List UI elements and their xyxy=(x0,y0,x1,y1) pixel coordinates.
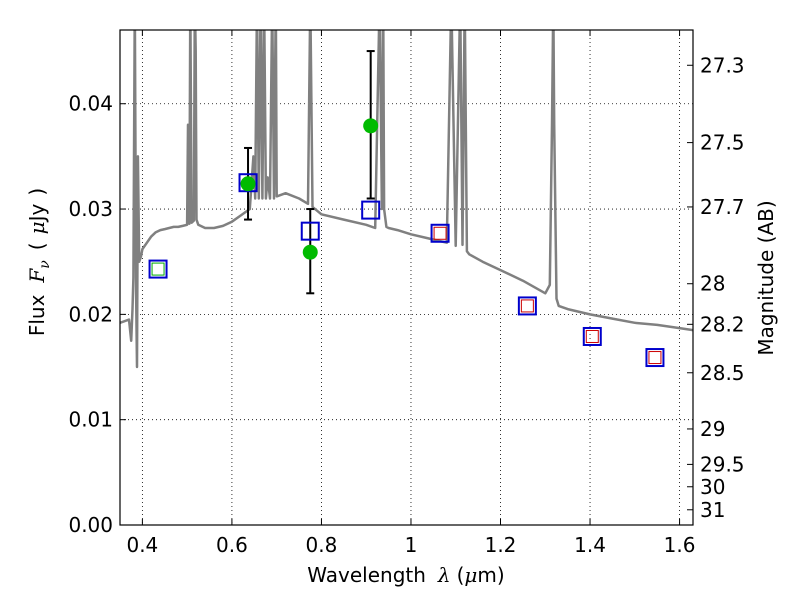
y2-tick-label: 27.5 xyxy=(700,131,745,155)
y2-tick-label: 28 xyxy=(700,272,725,296)
photometry-square-marker xyxy=(430,223,450,243)
y2-tick-label: 30 xyxy=(700,475,725,499)
x-tick-label: 1.4 xyxy=(574,533,606,557)
y-axis-label-sub: ν xyxy=(37,260,53,269)
x-axis-label: Wavelength λ (μm) xyxy=(307,563,504,587)
y-axis-label: Flux Fν ( μJy) xyxy=(25,188,53,336)
photometry-square-marker xyxy=(582,326,602,346)
y-axis-label-symbol: F xyxy=(25,268,49,284)
x-axis-label-word: Wavelength xyxy=(307,563,426,587)
photometry-square-marker xyxy=(148,259,168,279)
x-tick-label: 0.4 xyxy=(126,533,158,557)
photometry-square-marker xyxy=(645,348,665,368)
y-axis-label-open: ( xyxy=(25,242,49,250)
spectrum-line xyxy=(120,30,693,369)
y2-tick-label: 27.7 xyxy=(700,195,745,219)
measured-flux-point xyxy=(240,176,256,192)
x-axis-label-open: ( xyxy=(457,563,465,587)
x-tick-label: 0.6 xyxy=(216,533,248,557)
y2-tick-label: 29.5 xyxy=(700,452,745,476)
model-square-marker xyxy=(520,299,534,313)
y-tick-label: 0.04 xyxy=(68,92,113,116)
x-tick-label: 0.8 xyxy=(306,533,338,557)
y-axis-label-close: ) xyxy=(25,188,49,196)
x-tick-label: 1.6 xyxy=(664,533,696,557)
x-axis-label-symbol: λ xyxy=(437,563,451,587)
y2-tick-label: 31 xyxy=(700,498,725,522)
model-square-marker xyxy=(433,226,447,240)
measured-flux-point xyxy=(363,118,379,134)
photometry-square-marker xyxy=(361,200,381,220)
photometry-square-marker xyxy=(517,296,537,316)
model-square-marker xyxy=(585,329,599,343)
model-square-marker xyxy=(151,262,165,276)
measured-flux-point xyxy=(302,244,318,260)
x-axis-label-mu: μ xyxy=(464,563,477,587)
y2-tick-label: 28.5 xyxy=(700,361,745,385)
axes: 0.4 0.6 0.8 1 1.2 1.4 1.6 0.00 0.01 0.02 0.03 0.04 2… xyxy=(68,30,745,557)
y-tick-label: 0.02 xyxy=(68,302,113,326)
plot-area xyxy=(120,30,693,369)
y2-tick-label: 28.2 xyxy=(700,312,745,336)
plot-frame xyxy=(119,29,694,526)
photometry-square-marker xyxy=(300,221,320,241)
x-tick-label: 1.2 xyxy=(485,533,517,557)
y-axis-label-unit: Jy xyxy=(25,203,49,223)
y-axis-label-word: Flux xyxy=(25,294,49,336)
y-tick-label: 0.03 xyxy=(68,197,113,221)
model-square-marker xyxy=(648,351,662,365)
y2-tick-label: 29 xyxy=(700,417,725,441)
y2-axis-label: Magnitude (AB) xyxy=(754,200,778,355)
x-axis-label-unit: m) xyxy=(477,563,504,587)
y-tick-label: 0.01 xyxy=(68,408,113,432)
y-axis-label-mu: μ xyxy=(25,221,49,234)
x-tick-label: 1 xyxy=(405,533,418,557)
y-tick-label: 0.00 xyxy=(68,513,113,537)
y2-tick-label: 27.3 xyxy=(700,53,745,77)
grid-lines xyxy=(120,30,693,526)
